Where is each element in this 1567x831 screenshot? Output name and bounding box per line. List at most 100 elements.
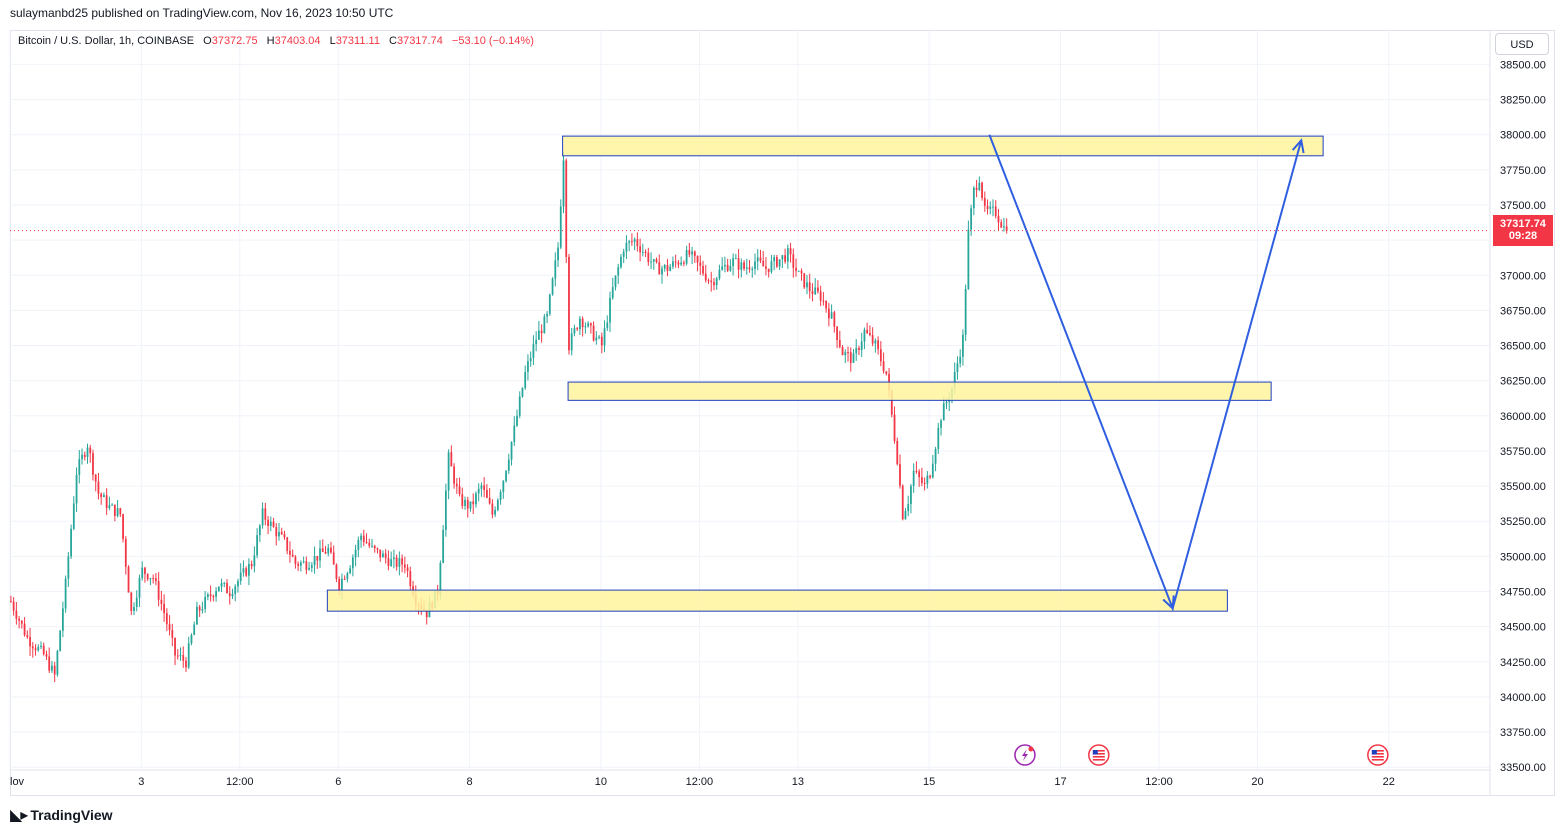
candle-body: [382, 553, 384, 558]
candle-body: [576, 328, 579, 330]
last-price-value: 37317.74: [1500, 218, 1546, 230]
price-tick-label: 35000.00: [1500, 551, 1546, 563]
candle-body: [321, 548, 324, 552]
candle-body: [141, 567, 144, 578]
high-value: 37403.04: [274, 35, 321, 47]
candle-body: [718, 269, 721, 279]
candle-body: [641, 251, 644, 253]
candle-body: [122, 514, 124, 539]
price-tick-label: 33500.00: [1500, 762, 1546, 774]
candle-body: [226, 582, 228, 594]
candle-body: [403, 564, 406, 568]
candle-body: [179, 655, 182, 657]
candle-body: [841, 347, 844, 356]
candle-body: [165, 613, 168, 625]
candle-body: [636, 239, 639, 247]
candle-body: [223, 582, 226, 584]
candle-body: [770, 261, 773, 272]
candle-body: [740, 262, 743, 270]
candle-body: [899, 464, 901, 486]
time-axis: lov 3 12:00 6 8 10 12:00 13 15 17 12:00 20 22: [10, 769, 1490, 788]
currency-button[interactable]: USD: [1495, 33, 1549, 55]
candle-body: [505, 470, 507, 482]
candle-body: [283, 534, 286, 538]
candle-body: [111, 504, 114, 506]
candle-body: [579, 318, 581, 330]
candle-body: [486, 489, 488, 498]
candle-body: [444, 490, 447, 530]
time-tick-label: 20: [1251, 776, 1263, 788]
candle-body: [275, 526, 278, 537]
candle-body: [907, 504, 910, 512]
candle-body: [650, 261, 652, 263]
candle-body: [672, 261, 674, 267]
candle-body: [696, 255, 699, 263]
price-tick-label: 36250.00: [1500, 376, 1546, 388]
candle-body: [70, 528, 72, 557]
candle-body: [655, 259, 658, 263]
candle-body: [647, 252, 650, 262]
candle-body: [458, 486, 461, 495]
candle-body: [360, 535, 362, 541]
price-tick-label: 38500.00: [1500, 59, 1546, 71]
candle-body: [108, 505, 111, 509]
price-tick-label: 35750.00: [1500, 446, 1546, 458]
price-tick-label: 33750.00: [1500, 727, 1546, 739]
candle-body: [617, 267, 620, 276]
candle-body: [983, 197, 986, 206]
candle-body: [510, 442, 513, 460]
last-price-badge: 37317.74 09:28: [1493, 215, 1553, 246]
candle-body: [29, 637, 31, 647]
candle-body: [477, 488, 480, 494]
time-tick-label: 12:00: [686, 776, 714, 788]
candle-body: [401, 558, 404, 565]
low-value: 37311.11: [335, 35, 380, 47]
price-tick-label: 34250.00: [1500, 657, 1546, 669]
candle-body: [1003, 226, 1005, 228]
price-tick-label: 37500.00: [1500, 200, 1546, 212]
candle-body: [765, 266, 767, 269]
candle-body: [330, 547, 332, 553]
tradingview-brand[interactable]: ◣▸ TradingView: [10, 805, 113, 825]
candle-body: [64, 578, 67, 609]
candle-body: [37, 646, 40, 651]
candle-body: [992, 206, 994, 208]
candle-body: [144, 567, 146, 574]
price-tick-label: 36750.00: [1500, 305, 1546, 317]
candle-body: [767, 268, 770, 272]
candle-body: [581, 318, 584, 328]
candle-body: [196, 606, 198, 625]
candle-body: [663, 264, 666, 269]
candle-body: [521, 387, 524, 397]
candle-body: [568, 256, 570, 351]
candle-body: [174, 638, 176, 656]
candle-body: [176, 655, 179, 657]
candle-body: [499, 492, 502, 500]
candle-body: [527, 361, 529, 372]
candle-body: [206, 594, 209, 597]
candle-body: [800, 270, 803, 274]
candle-body: [825, 301, 828, 309]
candle-body: [220, 583, 223, 587]
candle-body: [163, 603, 165, 614]
us-flag-event-icon: [1367, 744, 1389, 766]
price-tick-label: 35500.00: [1500, 481, 1546, 493]
candle-body: [237, 581, 239, 587]
candle-body: [280, 532, 283, 535]
candle-body: [297, 563, 300, 566]
candle-body: [469, 501, 472, 509]
candle-body: [981, 182, 983, 198]
candle-body: [729, 266, 732, 271]
symbol-legend: Bitcoin / U.S. Dollar, 1h, COINBASE O373…: [18, 35, 534, 47]
candle-body: [682, 262, 685, 264]
candle-body: [614, 275, 617, 288]
published-line: sulaymanbd25 published on TradingView.co…: [10, 6, 394, 20]
candle-body: [269, 521, 272, 526]
candle-body: [357, 540, 360, 550]
candle-body: [737, 258, 740, 270]
candle-body: [308, 567, 310, 570]
candle-body: [502, 481, 505, 493]
candle-body: [557, 247, 559, 261]
candle-body: [160, 599, 163, 604]
